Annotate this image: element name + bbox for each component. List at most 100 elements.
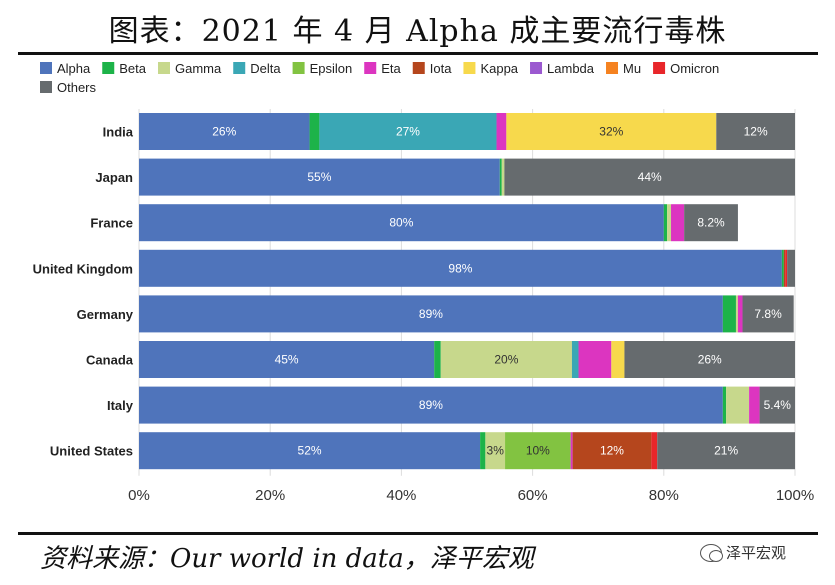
data-label: 27% xyxy=(396,125,420,139)
x-tick-label: 0% xyxy=(128,487,150,504)
bar-segment-eta xyxy=(671,204,685,242)
bar-segment-others xyxy=(787,249,795,287)
y-category-label: Canada xyxy=(86,353,134,368)
data-label: 89% xyxy=(419,307,443,321)
y-category-label: Japan xyxy=(95,170,133,185)
bar-segment-beta xyxy=(499,158,502,196)
bar-segment-beta xyxy=(309,113,320,150)
data-label: 98% xyxy=(448,261,472,275)
bar-segment-eta xyxy=(496,113,507,150)
data-label: 32% xyxy=(599,125,623,139)
data-label: 44% xyxy=(638,170,662,184)
bar-segment-alpha xyxy=(139,432,481,470)
bar-segment-eta xyxy=(570,432,573,470)
x-tick-label: 60% xyxy=(518,487,548,504)
bar-segment-kappa xyxy=(506,113,717,150)
y-category-label: Italy xyxy=(107,398,134,413)
legend-swatch-eta xyxy=(364,62,377,74)
bar-segment-gamma xyxy=(501,158,505,196)
bar-segment-alpha xyxy=(139,295,723,333)
bar-segment-others xyxy=(624,341,795,378)
bar-segment-others xyxy=(504,158,795,196)
stacked-bar-chart: Alpha Beta Gamma Delta Epsilon Eta Iota Kappa La… xyxy=(33,61,815,504)
bar-segment-epsilon xyxy=(505,432,571,470)
data-label: 5.4% xyxy=(764,398,792,412)
y-category-label: India xyxy=(103,125,134,140)
legend-label-beta: Beta xyxy=(119,61,147,76)
data-label: 45% xyxy=(275,353,299,367)
y-category-label: United Kingdom xyxy=(33,261,133,276)
y-category-label: Germany xyxy=(77,307,134,322)
bar-segment-beta xyxy=(480,432,486,470)
bar-segment-gamma xyxy=(667,204,672,242)
bar-segment-beta xyxy=(781,249,784,287)
bar-segment-iota xyxy=(572,432,652,470)
x-tick-label: 20% xyxy=(255,487,285,504)
legend-swatch-epsilon xyxy=(292,62,305,74)
bar-segment-iota xyxy=(783,249,786,287)
bar-segment-alpha xyxy=(139,158,500,196)
legend-swatch-omicron xyxy=(653,62,666,74)
data-label: 80% xyxy=(389,216,413,230)
data-label: 10% xyxy=(526,444,550,458)
legend-swatch-others xyxy=(40,81,52,93)
bar-segment-eta xyxy=(737,295,743,333)
legend-swatch-gamma xyxy=(158,62,170,74)
bar-segment-alpha xyxy=(139,249,782,287)
data-label: 89% xyxy=(419,398,443,412)
legend-label-omicron: Omicron xyxy=(670,61,719,76)
legend-swatch-lambda xyxy=(530,62,543,74)
legend-swatch-iota xyxy=(412,62,425,74)
y-category-label: United States xyxy=(50,444,133,459)
bar-segment-beta xyxy=(434,341,441,378)
bar-segment-alpha xyxy=(139,386,723,424)
bar-segment-beta xyxy=(663,204,668,242)
wechat-icon xyxy=(700,543,723,562)
legend-swatch-beta xyxy=(102,62,115,74)
bar-segment-eta xyxy=(749,386,760,424)
data-label: 26% xyxy=(212,125,236,139)
bar-segment-alpha xyxy=(139,341,435,378)
y-category-label: France xyxy=(90,216,133,231)
bar-segment-delta xyxy=(571,341,579,378)
legend-label-alpha: Alpha xyxy=(57,61,91,76)
legend-label-kappa: Kappa xyxy=(480,61,518,76)
legend-label-epsilon: Epsilon xyxy=(310,61,353,76)
bar-segment-others xyxy=(759,386,795,424)
chart-title: 图表：2021 年 4 月 Alpha 成主要流行毒株 xyxy=(108,14,727,49)
legend-label-iota: Iota xyxy=(430,61,452,76)
bar-segment-gamma xyxy=(726,386,750,424)
legend-swatch-kappa xyxy=(463,62,476,74)
source-note: 资料来源：Our world in data，泽平宏观 xyxy=(40,544,534,574)
data-label: 12% xyxy=(600,444,624,458)
bar-segment-beta xyxy=(722,295,736,333)
data-label: 12% xyxy=(744,125,768,139)
title-rule xyxy=(18,52,818,55)
legend-label-mu: Mu xyxy=(623,61,641,76)
bar-segment-omicron xyxy=(785,249,788,287)
data-label: 21% xyxy=(714,444,738,458)
bar-segment-eta xyxy=(578,341,612,378)
data-label: 8.2% xyxy=(697,216,725,230)
data-label: 3% xyxy=(487,444,505,458)
bar-segment-gamma xyxy=(440,341,572,378)
bar-segment-alpha xyxy=(139,204,664,242)
bar-segment-omicron xyxy=(651,432,658,470)
bar-segment-gamma xyxy=(485,432,506,470)
watermark: 泽平宏观 xyxy=(700,542,786,563)
source-rule xyxy=(18,532,818,535)
bar-segment-gamma xyxy=(735,295,738,333)
data-label: 20% xyxy=(494,353,518,367)
bar-segment-beta xyxy=(722,386,727,424)
bar-segment-others xyxy=(742,295,794,333)
legend-label-others: Others xyxy=(57,80,97,95)
watermark-text: 泽平宏观 xyxy=(726,544,787,562)
bar-segment-kappa xyxy=(611,341,625,378)
x-tick-label: 80% xyxy=(649,487,679,504)
data-label: 7.8% xyxy=(754,307,782,321)
legend-swatch-mu xyxy=(606,62,619,74)
legend-label-delta: Delta xyxy=(250,61,281,76)
bar-segment-delta xyxy=(319,113,497,150)
data-label: 52% xyxy=(298,444,322,458)
legend-label-gamma: Gamma xyxy=(175,61,222,76)
